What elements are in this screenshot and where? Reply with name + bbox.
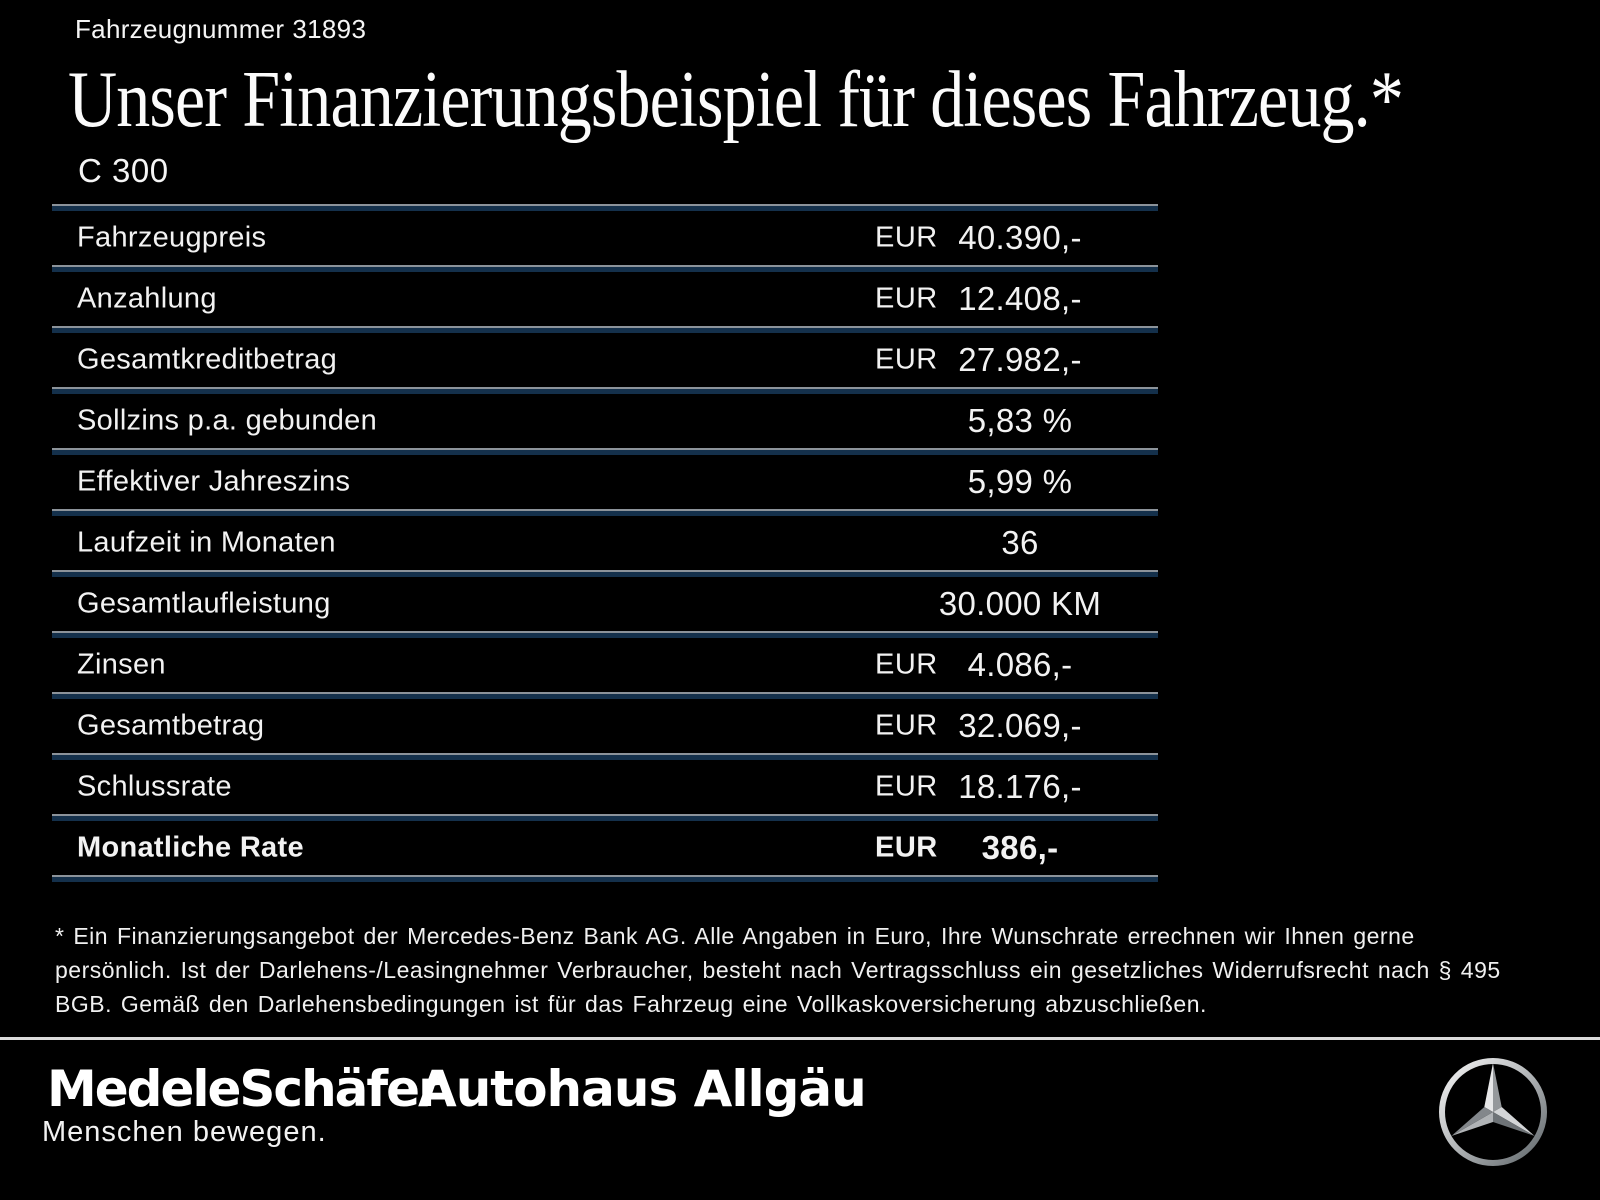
row-value: 4.086,- [967,646,1073,683]
table-divider [52,509,1158,516]
row-label: Gesamtlaufleistung [77,587,331,620]
table-divider [52,875,1158,882]
table-row-sollzins: Sollzins p.a. gebunden 5,83 % [52,394,1158,448]
table-row-gesamtlaufleistung: Gesamtlaufleistung 30.000 KM [52,577,1158,631]
row-label: Laufzeit in Monaten [77,526,336,559]
footer-divider [0,1037,1600,1040]
table-row-gesamtbetrag: Gesamtbetrag EUR 32.069,- [52,699,1158,753]
row-label: Anzahlung [77,282,217,315]
row-currency: EUR [875,221,938,254]
vehicle-number-line: Fahrzeugnummer 31893 [75,14,366,45]
dealer-tagline: Menschen bewegen. [42,1116,327,1148]
row-value: 30.000 KM [938,585,1102,622]
row-label: Schlussrate [77,770,232,803]
row-currency: EUR [875,648,938,681]
row-label: Monatliche Rate [77,831,304,864]
row-value: 386,- [981,829,1059,866]
row-value: 5,99 % [967,463,1073,500]
table-divider [52,326,1158,333]
row-value: 27.982,- [958,341,1082,378]
row-value: 32.069,- [958,707,1082,744]
table-row-laufzeit: Laufzeit in Monaten 36 [52,516,1158,570]
table-divider [52,692,1158,699]
table-divider [52,814,1158,821]
table-row-schlussrate: Schlussrate EUR 18.176,- [52,760,1158,814]
vehicle-number-label: Fahrzeugnummer [75,14,285,44]
row-value: 40.390,- [958,219,1082,256]
table-row-zinsen: Zinsen EUR 4.086,- [52,638,1158,692]
table-row-anzahlung: Anzahlung EUR 12.408,- [52,272,1158,326]
table-row-gesamtkreditbetrag: Gesamtkreditbetrag EUR 27.982,- [52,333,1158,387]
table-divider [52,631,1158,638]
row-currency: EUR [875,770,938,803]
table-divider [52,570,1158,577]
row-label: Sollzins p.a. gebunden [77,404,378,437]
table-divider [52,265,1158,272]
row-label: Gesamtkreditbetrag [77,343,338,376]
dealer-logo-autohaus-allgaeu: Autohaus Allgäu [418,1060,867,1118]
financing-table: Fahrzeugpreis EUR 40.390,- Anzahlung EUR… [52,204,1158,882]
vehicle-number-value: 31893 [292,14,367,44]
row-currency: EUR [875,282,938,315]
row-value: 5,83 % [967,402,1073,439]
row-label: Zinsen [77,648,166,681]
row-value: 36 [1001,524,1039,561]
row-label: Gesamtbetrag [77,709,265,742]
table-divider [52,387,1158,394]
table-divider [52,448,1158,455]
mercedes-star-icon [1439,1058,1547,1166]
table-row-monatliche-rate: Monatliche Rate EUR 386,- [52,821,1158,875]
table-divider [52,753,1158,760]
row-currency: EUR [875,831,938,864]
row-currency: EUR [875,709,938,742]
vehicle-model: C 300 [78,152,169,189]
row-label: Fahrzeugpreis [77,221,267,254]
table-row-fahrzeugpreis: Fahrzeugpreis EUR 40.390,- [52,211,1158,265]
row-value: 12.408,- [958,280,1082,317]
row-currency: EUR [875,343,938,376]
row-label: Effektiver Jahreszins [77,465,351,498]
row-value: 18.176,- [958,768,1082,805]
dealer-logo-medele-schaefer: MedeleSchäfer [47,1060,443,1118]
table-divider [52,204,1158,211]
table-row-effektiver-jahreszins: Effektiver Jahreszins 5,99 % [52,455,1158,509]
legal-footnote: * Ein Finanzierungsangebot der Mercedes-… [55,923,1501,1017]
page-title: Unser Finanzierungsbeispiel für dieses F… [68,56,1404,144]
